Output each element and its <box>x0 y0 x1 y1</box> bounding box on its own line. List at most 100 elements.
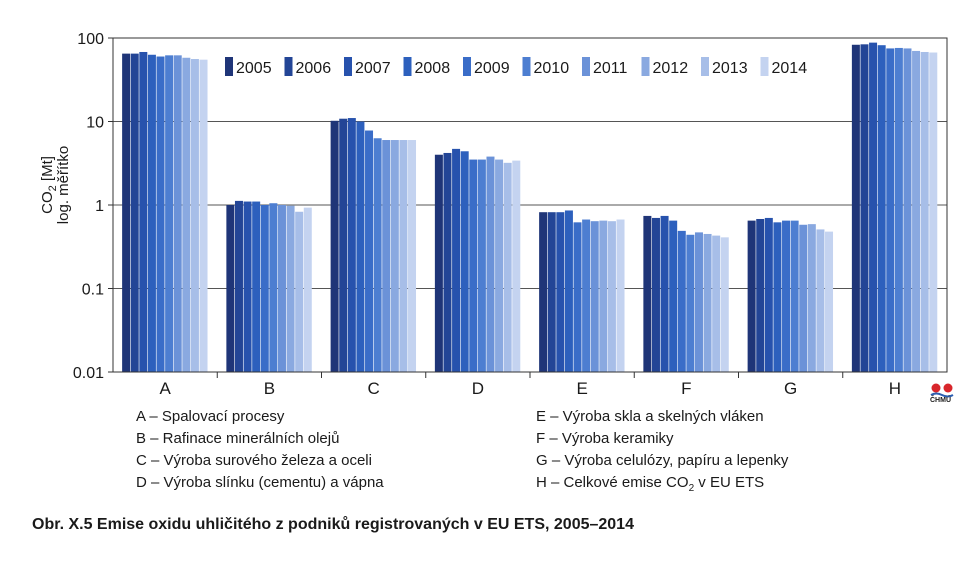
bar <box>582 219 591 372</box>
legend-label: 2009 <box>474 60 510 77</box>
bar <box>252 201 261 372</box>
bar <box>825 231 834 372</box>
legend-label: 2013 <box>712 60 748 77</box>
bar <box>234 200 243 372</box>
bar <box>173 55 182 372</box>
bar <box>556 212 565 372</box>
bar <box>373 138 382 372</box>
y-tick-label: 10 <box>86 115 104 132</box>
bar <box>277 205 286 372</box>
bar <box>912 50 921 372</box>
bar <box>669 220 678 372</box>
bar <box>720 237 729 372</box>
legend-swatch <box>284 57 293 76</box>
bar <box>486 156 495 372</box>
x-axis-ticks: A B C D E F G H <box>159 372 901 398</box>
category-description-a: A – Spalovací procesy <box>136 408 285 425</box>
legend-label: 2007 <box>355 60 391 77</box>
bar <box>590 221 599 372</box>
bar <box>643 215 652 372</box>
y-axis-label-line1: CO2 [Mt] <box>39 156 59 214</box>
y-axis-label-line2: log. měřítko <box>55 146 72 224</box>
y-tick-label: 0.1 <box>82 282 104 299</box>
bar <box>443 152 452 372</box>
category-description-f: F – Výroba keramiky <box>536 430 674 447</box>
legend-swatch <box>344 57 352 76</box>
bar <box>139 51 148 372</box>
bar <box>399 140 408 372</box>
legend-swatch <box>225 57 233 76</box>
y-tick-label: 1 <box>95 198 104 215</box>
x-tick-label: G <box>784 379 797 398</box>
bar <box>182 57 191 373</box>
bar <box>564 210 573 372</box>
description-h-text: H – Celkové emise CO <box>536 474 689 491</box>
category-descriptions-left: A – Spalovací procesy B – Rafinace miner… <box>136 406 384 494</box>
y-tick-label: 100 <box>77 31 104 48</box>
bar <box>452 148 461 372</box>
legend-swatch <box>641 57 650 76</box>
chmu-logo-text: ČHMÚ <box>930 397 951 404</box>
legend-swatch <box>403 57 412 76</box>
bar <box>469 159 478 372</box>
bar <box>703 233 712 372</box>
category-description-g: G – Výroba celulózy, papíru a lepenky <box>536 452 789 469</box>
category-descriptions-right: E – Výroba skla a skelných vláken F – Vý… <box>536 406 788 500</box>
bar <box>260 205 269 372</box>
y-label-subscript: 2 <box>47 185 59 191</box>
bar <box>460 151 469 372</box>
y-axis-ticks: 100 10 1 0.1 0.01 <box>73 31 113 382</box>
bars <box>122 42 938 373</box>
bar <box>886 48 895 373</box>
category-description-h: H – Celkové emise CO2 v EU ETS <box>536 472 788 500</box>
bar <box>929 52 938 372</box>
bar <box>122 53 131 372</box>
bar <box>147 54 156 372</box>
bar <box>190 59 199 372</box>
category-description-d: D – Výroba slínku (cementu) a vápna <box>136 474 384 491</box>
bar <box>651 217 660 372</box>
bar <box>616 219 625 372</box>
bar <box>330 120 339 372</box>
bar <box>295 211 304 372</box>
legend-label: 2005 <box>236 60 272 77</box>
legend-label: 2008 <box>415 60 451 77</box>
bar <box>747 220 756 372</box>
bar <box>199 59 208 372</box>
bar <box>851 44 860 372</box>
category-description-e: E – Výroba skla a skelných vláken <box>536 408 764 425</box>
bar <box>130 53 139 372</box>
category-description-c: C – Výroba surového železa a oceli <box>136 452 372 469</box>
bar <box>408 140 417 372</box>
y-label-unit: [Mt] <box>39 156 56 185</box>
x-tick-label: C <box>367 379 379 398</box>
bar <box>816 229 825 372</box>
legend-swatch <box>463 57 471 76</box>
bar <box>434 154 443 372</box>
legend-label: 2010 <box>534 60 570 77</box>
bar <box>756 218 765 372</box>
legend-label: 2006 <box>296 60 332 77</box>
legend: 2005 2006 2007 2008 2009 2010 2011 2012 2013 2014 <box>225 57 807 77</box>
y-label-co: CO <box>39 191 56 214</box>
bar <box>773 222 782 372</box>
bar <box>477 159 486 372</box>
legend-swatch <box>582 57 590 76</box>
category-description-b: B – Rafinace minerálních olejů <box>136 430 340 447</box>
bar <box>686 234 695 372</box>
bar <box>390 140 399 372</box>
bar <box>694 232 703 372</box>
bar <box>877 45 886 373</box>
x-tick-label: H <box>889 379 901 398</box>
x-tick-label: D <box>472 379 484 398</box>
bar <box>382 140 391 372</box>
legend-label: 2014 <box>772 60 808 77</box>
legend-label: 2011 <box>593 60 628 77</box>
bar <box>782 220 791 372</box>
description-h-suffix: v EU ETS <box>694 474 765 491</box>
bar <box>347 118 356 373</box>
bar <box>547 212 556 372</box>
bar <box>869 42 878 373</box>
bar <box>660 215 669 372</box>
bar <box>356 121 365 372</box>
